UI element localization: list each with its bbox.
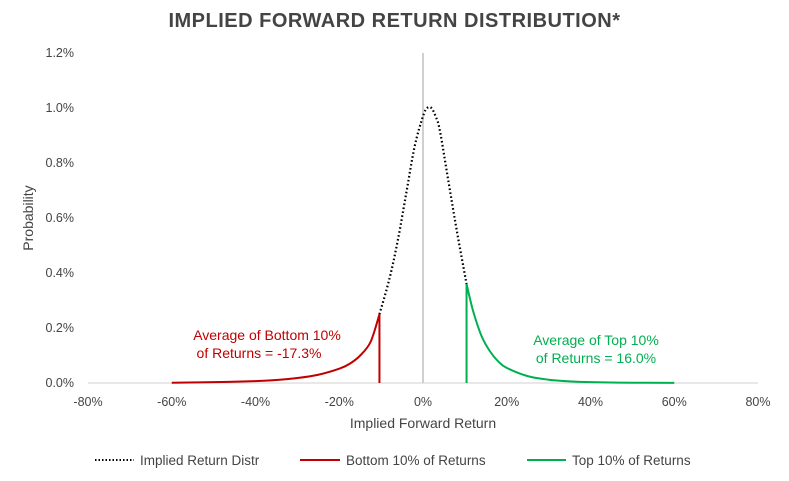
legend-item-implied: Implied Return Distr: [95, 453, 260, 468]
x-tick-label: -80%: [73, 395, 102, 409]
y-tick-label: 1.2%: [46, 46, 75, 60]
y-tick-label: 0.0%: [46, 376, 75, 390]
chart-title: IMPLIED FORWARD RETURN DISTRIBUTION*: [168, 10, 621, 32]
top-annotation-line2: of Returns = 16.0%: [536, 350, 656, 366]
legend-item-bottom: Bottom 10% of Returns: [300, 453, 486, 468]
x-tick-label: 20%: [494, 395, 519, 409]
series-line-top-10-of-returns: [465, 283, 675, 384]
y-tick-label: 0.4%: [46, 266, 75, 280]
series-line-implied-return-distr: [378, 105, 468, 315]
x-tick-label: 0%: [414, 395, 432, 409]
y-tick-label: 0.2%: [46, 321, 75, 335]
x-axis-label: Implied Forward Return: [350, 415, 496, 431]
x-tick-label: -40%: [241, 395, 270, 409]
x-axis-ticks: -80% -60% -40% -20% 0% 20% 40% 60% 80%: [73, 395, 770, 409]
x-tick-label: -60%: [157, 395, 186, 409]
x-tick-label: 60%: [662, 395, 687, 409]
y-tick-label: 0.6%: [46, 211, 75, 225]
x-tick-label: 80%: [745, 395, 770, 409]
x-tick-label: 40%: [578, 395, 603, 409]
legend-label-top: Top 10% of Returns: [572, 453, 691, 468]
top-annotation-line1: Average of Top 10%: [533, 332, 659, 348]
legend: Implied Return Distr Bottom 10% of Retur…: [95, 453, 691, 468]
legend-item-top: Top 10% of Returns: [527, 453, 691, 468]
y-tick-label: 1.0%: [46, 101, 75, 115]
x-tick-label: -20%: [325, 395, 354, 409]
bottom-annotation-line1: Average of Bottom 10%: [193, 327, 341, 343]
series-line-bottom-10-of-returns: [171, 313, 381, 384]
y-axis-ticks: 0.0% 0.2% 0.4% 0.6% 0.8% 1.0% 1.2%: [46, 46, 75, 390]
series-layer: [171, 105, 675, 384]
bottom-annotation-line2: of Returns = -17.3%: [197, 345, 322, 361]
legend-label-implied: Implied Return Distr: [140, 453, 260, 468]
y-axis-label: Probability: [20, 185, 36, 250]
legend-label-bottom: Bottom 10% of Returns: [346, 453, 486, 468]
y-tick-label: 0.8%: [46, 156, 75, 170]
